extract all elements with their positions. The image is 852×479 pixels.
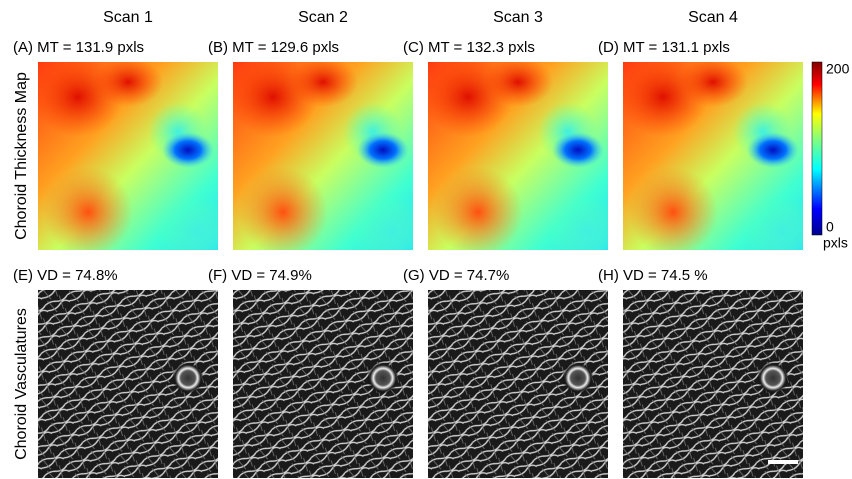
thickness-map (228, 57, 433, 267)
panel-label: (G) VD = 74.7% (403, 267, 509, 284)
colorbar-tick: 200 (826, 61, 850, 77)
panel-label: (F) VD = 74.9% (208, 267, 312, 284)
panel-label: (B) MT = 129.6 pxls (208, 39, 339, 56)
panel-label: (E) VD = 74.8% (13, 267, 118, 284)
colorbar (812, 62, 822, 235)
row-label: Choroid Vasculatures (13, 308, 30, 460)
vasculature-image (623, 290, 803, 478)
column-header: Scan 2 (298, 9, 348, 26)
colorbar-tick: 0 (826, 219, 834, 235)
row-label: Choroid Thickness Map (13, 72, 30, 240)
column-header: Scan 1 (103, 9, 153, 26)
colorbar-unit: pxls (823, 235, 848, 251)
scale-bar (768, 460, 798, 464)
vasculature-image (38, 290, 218, 478)
panel-label: (D) MT = 131.1 pxls (598, 39, 730, 56)
vasculature-image (233, 290, 413, 478)
thickness-map (33, 57, 238, 267)
column-header: Scan 4 (688, 9, 738, 26)
figure: Scan 1 Scan 2 Scan 3 Scan 4 Choroid Thicknes… (0, 0, 852, 479)
thickness-map (618, 57, 823, 267)
column-header: Scan 3 (493, 9, 543, 26)
thickness-map (423, 57, 628, 267)
panel-label: (H) VD = 74.5 % (598, 267, 708, 284)
panel-label: (C) MT = 132.3 pxls (403, 39, 535, 56)
panel-label: (A) MT = 131.9 pxls (13, 39, 144, 56)
vasculature-image (428, 290, 608, 478)
